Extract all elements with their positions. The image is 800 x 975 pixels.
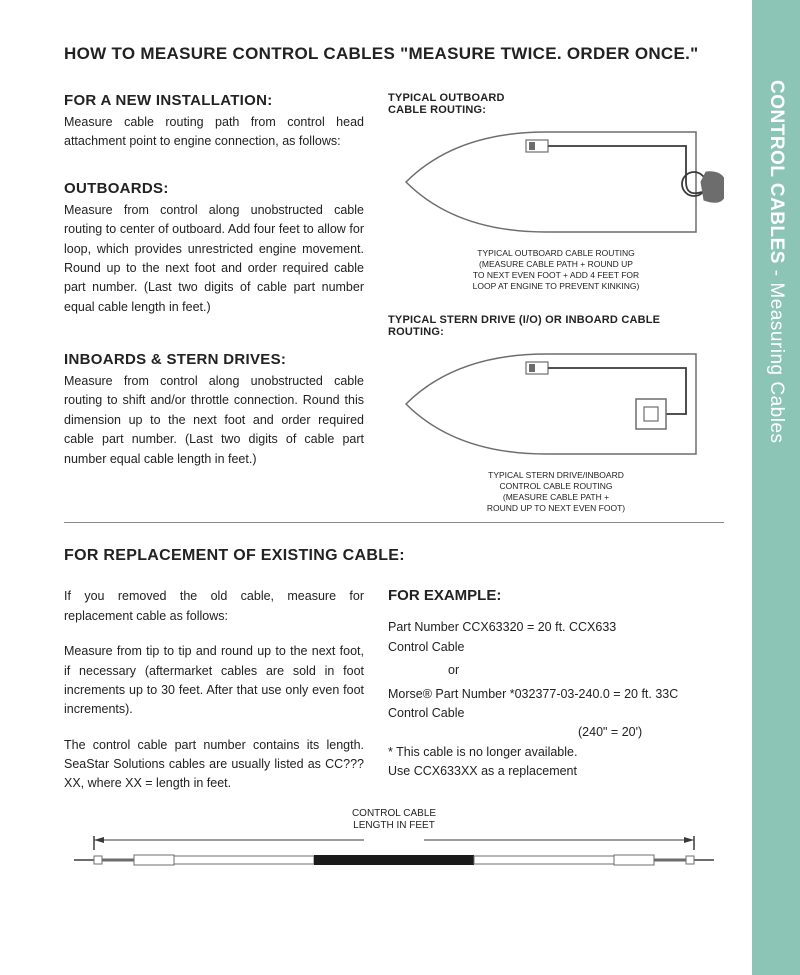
diag1-title-l2: CABLE ROUTING: — [388, 104, 486, 116]
repl-p1: If you removed the old cable, measure fo… — [64, 587, 364, 626]
diag2-svg-wrap — [388, 344, 724, 464]
eg-l4: Control Cable — [388, 706, 464, 720]
diag1-title: TYPICAL OUTBOARD CABLE ROUTING: — [388, 92, 724, 116]
side-tab: CONTROL CABLES - Measuring Cables — [752, 0, 800, 975]
divider — [64, 522, 724, 523]
new-install-heading: FOR A NEW INSTALLATION: — [64, 92, 364, 109]
repl-p2: Measure from tip to tip and round up to … — [64, 642, 364, 720]
inboards-body: Measure from control along unobstructed … — [64, 372, 364, 469]
cable-diagram: CONTROL CABLE LENGTH IN FEET — [64, 808, 724, 874]
diagram-outboard: TYPICAL OUTBOARD CABLE ROUTING: TYPICAL … — [388, 92, 724, 292]
eg-l2: Control Cable — [388, 640, 464, 654]
diag1-caption: TYPICAL OUTBOARD CABLE ROUTING (MEASURE … — [388, 248, 724, 292]
eg-l1: Part Number CCX63320 = 20 ft. CCX633 — [388, 620, 616, 634]
diag2-c2: CONTROL CABLE ROUTING — [499, 481, 612, 491]
inboards-block: INBOARDS & STERN DRIVES: Measure from co… — [64, 351, 364, 469]
cable-label-l1: CONTROL CABLE — [352, 808, 436, 819]
cable-svg — [64, 834, 724, 874]
diag1-c1: TYPICAL OUTBOARD CABLE ROUTING — [477, 248, 634, 258]
eg-l5: (240" = 20') — [578, 723, 724, 742]
diag2-c3: (MEASURE CABLE PATH + — [503, 492, 609, 502]
diag2-c4: ROUND UP TO NEXT EVEN FOOT) — [487, 503, 625, 513]
col-right: TYPICAL OUTBOARD CABLE ROUTING: TYPICAL … — [388, 92, 724, 514]
diag1-svg-wrap — [388, 122, 724, 242]
eg-l3: Morse® Part Number *032377-03-240.0 = 20… — [388, 687, 678, 701]
side-tab-label: CONTROL CABLES - Measuring Cables — [765, 80, 787, 444]
outboards-block: OUTBOARDS: Measure from control along un… — [64, 180, 364, 317]
new-install-body: Measure cable routing path from control … — [64, 113, 364, 152]
eg-l7: Use CCX633XX as a replacement — [388, 764, 577, 778]
replacement-heading: FOR REPLACEMENT OF EXISTING CABLE: — [64, 547, 724, 565]
page-content: HOW TO MEASURE CONTROL CABLES "MEASURE T… — [0, 0, 752, 975]
side-tab-sub: Measuring Cables — [766, 282, 787, 443]
example-heading: FOR EXAMPLE: — [388, 587, 724, 604]
col-left: FOR A NEW INSTALLATION: Measure cable ro… — [64, 92, 364, 514]
eg-or: or — [448, 661, 724, 680]
outboards-body: Measure from control along unobstructed … — [64, 201, 364, 317]
example-col: FOR EXAMPLE: Part Number CCX63320 = 20 f… — [388, 587, 724, 793]
side-tab-bold: CONTROL CABLES — [766, 80, 787, 264]
new-install-block: FOR A NEW INSTALLATION: Measure cable ro… — [64, 92, 364, 152]
diag1-title-l1: TYPICAL OUTBOARD — [388, 92, 505, 104]
diag2-title-l1: TYPICAL STERN DRIVE (I/O) OR INBOARD CAB… — [388, 314, 660, 326]
diag2-title: TYPICAL STERN DRIVE (I/O) OR INBOARD CAB… — [388, 314, 724, 338]
cable-label: CONTROL CABLE LENGTH IN FEET — [64, 808, 724, 832]
example-body: Part Number CCX63320 = 20 ft. CCX633 Con… — [388, 618, 724, 781]
inboards-heading: INBOARDS & STERN DRIVES: — [64, 351, 364, 368]
outboards-heading: OUTBOARDS: — [64, 180, 364, 197]
lower-columns: If you removed the old cable, measure fo… — [64, 587, 724, 793]
diag1-c3: TO NEXT EVEN FOOT + ADD 4 FEET FOR — [473, 270, 639, 280]
boat-outboard-svg — [388, 122, 724, 242]
repl-p3: The control cable part number contains i… — [64, 736, 364, 794]
cable-label-l2: LENGTH IN FEET — [353, 820, 435, 831]
upper-columns: FOR A NEW INSTALLATION: Measure cable ro… — [64, 92, 724, 514]
page-title: HOW TO MEASURE CONTROL CABLES "MEASURE T… — [64, 44, 724, 64]
diag2-title-l2: ROUTING: — [388, 326, 444, 338]
diag1-c2: (MEASURE CABLE PATH + ROUND UP — [479, 259, 633, 269]
diag1-c4: LOOP AT ENGINE TO PREVENT KINKING) — [473, 281, 640, 291]
diag2-caption: TYPICAL STERN DRIVE/INBOARD CONTROL CABL… — [388, 470, 724, 514]
boat-stern-svg — [388, 344, 724, 464]
repl-col-left: If you removed the old cable, measure fo… — [64, 587, 364, 793]
eg-l6: * This cable is no longer available. — [388, 745, 577, 759]
diag2-c1: TYPICAL STERN DRIVE/INBOARD — [488, 470, 624, 480]
side-tab-sep: - — [762, 264, 791, 282]
diagram-stern: TYPICAL STERN DRIVE (I/O) OR INBOARD CAB… — [388, 314, 724, 514]
